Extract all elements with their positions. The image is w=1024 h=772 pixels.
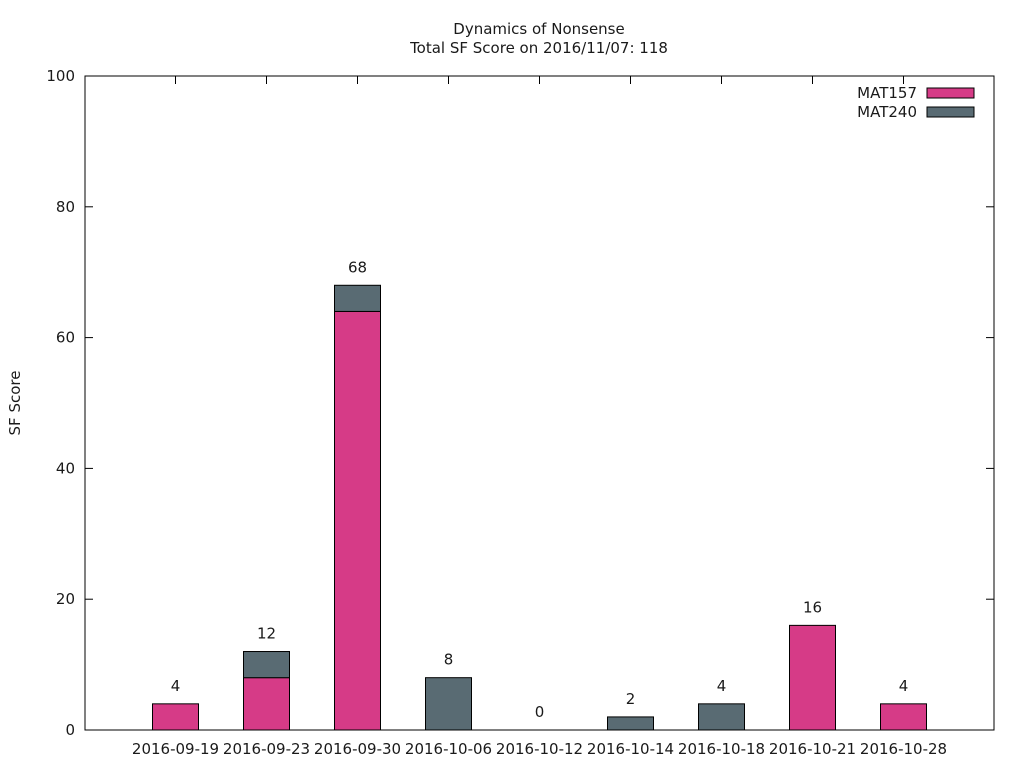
y-axis-label: SF Score bbox=[6, 371, 24, 436]
bar-total-label: 4 bbox=[899, 677, 909, 695]
plot-area: 0204060801002016-09-1942016-09-23122016-… bbox=[46, 67, 995, 758]
bar-total-label: 2 bbox=[626, 690, 636, 708]
x-tick-label: 2016-10-18 bbox=[678, 740, 765, 758]
y-tick-label: 0 bbox=[65, 721, 75, 739]
bar-mat240 bbox=[698, 703, 745, 731]
x-tick-label: 2016-10-12 bbox=[496, 740, 583, 758]
bar-total-label: 8 bbox=[444, 651, 454, 669]
bar-total-label: 68 bbox=[348, 258, 367, 276]
legend-label-mat157: MAT157 bbox=[857, 84, 917, 102]
x-tick-label: 2016-09-19 bbox=[132, 740, 219, 758]
y-tick-label: 20 bbox=[56, 590, 75, 608]
bar-total-label: 4 bbox=[171, 677, 181, 695]
chart-title: Dynamics of Nonsense bbox=[453, 20, 624, 38]
legend-label-mat240: MAT240 bbox=[857, 103, 917, 121]
plot-frame bbox=[84, 75, 995, 731]
bar-total-label: 12 bbox=[257, 625, 276, 643]
bar-total-label: 16 bbox=[803, 598, 822, 616]
bar-mat240 bbox=[425, 677, 472, 731]
x-tick-label: 2016-10-21 bbox=[769, 740, 856, 758]
x-tick-label: 2016-09-30 bbox=[314, 740, 401, 758]
bar-total-label: 0 bbox=[535, 703, 545, 721]
y-tick-label: 40 bbox=[56, 459, 75, 477]
bar-total-label: 4 bbox=[717, 677, 727, 695]
chart-subtitle: Total SF Score on 2016/11/07: 118 bbox=[409, 39, 668, 57]
x-tick-label: 2016-10-14 bbox=[587, 740, 674, 758]
bar-mat240 bbox=[334, 284, 381, 312]
y-tick-label: 60 bbox=[56, 329, 75, 347]
bar-mat157 bbox=[243, 677, 290, 731]
bar-mat157 bbox=[152, 703, 199, 731]
x-tick-label: 2016-09-23 bbox=[223, 740, 310, 758]
bar-mat240 bbox=[243, 651, 290, 679]
bar-mat157 bbox=[334, 310, 381, 731]
bar-mat157 bbox=[880, 703, 927, 731]
y-tick-label: 100 bbox=[46, 67, 75, 85]
bar-mat240 bbox=[607, 716, 654, 731]
y-tick-label: 80 bbox=[56, 198, 75, 216]
legend-swatch-mat240 bbox=[926, 106, 975, 118]
x-tick-label: 2016-10-06 bbox=[405, 740, 492, 758]
bar-mat157 bbox=[789, 624, 836, 731]
x-tick-label: 2016-10-28 bbox=[860, 740, 947, 758]
legend-swatch-mat157 bbox=[926, 87, 975, 99]
